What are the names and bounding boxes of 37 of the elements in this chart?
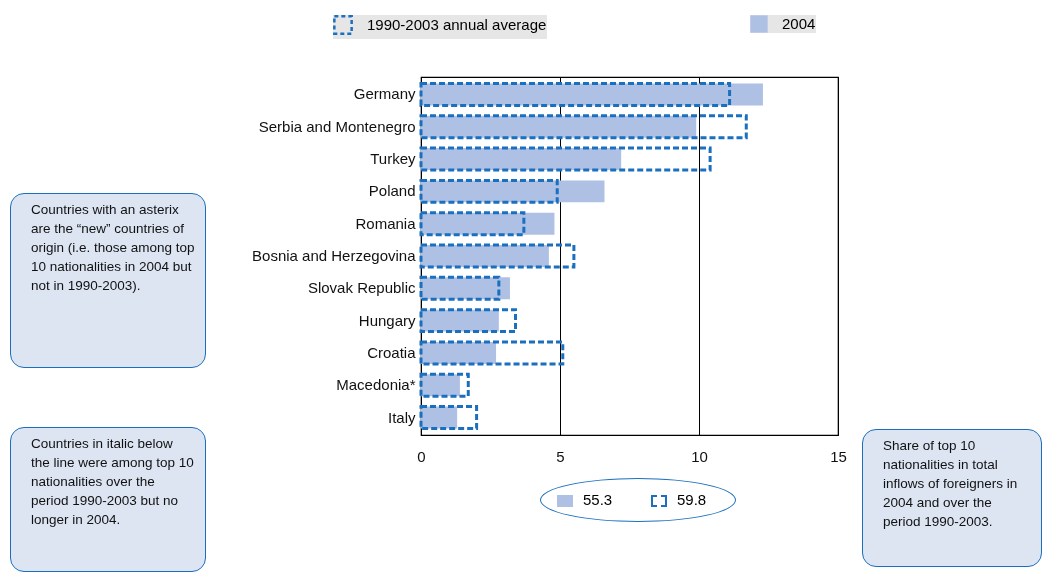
bar xyxy=(419,308,518,334)
bar xyxy=(419,243,576,269)
x-tick-label: 5 xyxy=(556,447,565,465)
bar xyxy=(421,83,763,106)
text: Countries in italic below the line were among top 10 nationalities over the period 1990-2003 but no longer in 2004. xyxy=(10,427,206,572)
y-tick-label: Serbia and Montenegro xyxy=(258,117,416,135)
bar xyxy=(419,275,501,301)
x-tick-label: 15 xyxy=(830,447,847,465)
bar xyxy=(419,114,748,140)
y-tick-label: Italy xyxy=(387,408,416,426)
bar xyxy=(419,211,526,237)
text: 55.3 xyxy=(583,491,613,508)
legend-label: 1990-2003 annual average xyxy=(367,16,547,33)
y-tick-label: Macedonia* xyxy=(336,376,416,394)
text: 59.8 xyxy=(677,491,707,508)
legend-label: 2004 xyxy=(782,15,816,32)
text: Share of top 10 nationalities in total inflows of foreigners in 2004 and over the period 1990-2003. xyxy=(862,429,1042,567)
bar xyxy=(419,146,712,172)
bar xyxy=(421,115,697,138)
y-tick-label: Bosnia and Herzegovina xyxy=(252,247,417,264)
y-tick-label: Croatia xyxy=(367,343,417,361)
bar xyxy=(421,180,605,203)
text: Countries with an asterix are the “new” countries of origin (i.e. those among top 10 nationalities in 2004 but not in 1990-2003). xyxy=(10,193,206,368)
bar xyxy=(419,405,479,431)
bar xyxy=(421,148,622,171)
y-tick-label: Romania xyxy=(355,214,417,232)
bar xyxy=(419,340,565,366)
y-tick-label: Turkey xyxy=(370,150,416,168)
y-tick-label: Poland xyxy=(368,182,416,200)
y-tick-label: Slovak Republic xyxy=(307,279,416,297)
bar xyxy=(419,178,559,204)
y-tick-label: Hungary xyxy=(358,311,416,329)
bar xyxy=(419,372,470,398)
bar xyxy=(419,81,732,107)
x-tick-label: 0 xyxy=(417,447,426,465)
x-tick-label: 10 xyxy=(691,447,708,465)
y-tick-label: Germany xyxy=(353,85,416,103)
